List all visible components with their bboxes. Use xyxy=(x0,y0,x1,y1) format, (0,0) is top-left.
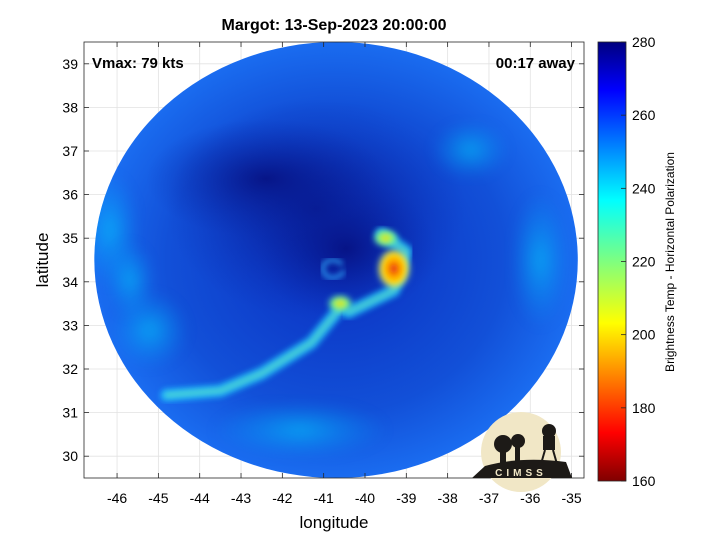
x-tick-label: -38 xyxy=(438,490,458,506)
rainband-core xyxy=(164,305,343,398)
colorbar-tick-label: 260 xyxy=(632,107,656,123)
chart-title: Margot: 13-Sep-2023 20:00:00 xyxy=(222,17,447,34)
x-tick-label: -39 xyxy=(396,490,416,506)
colorbar-ticks: 160 180 200 220 240 260 280 xyxy=(621,34,656,489)
x-tick-label: -46 xyxy=(107,490,127,506)
colorbar-tick-label: 220 xyxy=(632,254,656,270)
y-tick-label: 35 xyxy=(62,230,78,246)
x-tick-label: -42 xyxy=(272,490,292,506)
x-tick-label: -43 xyxy=(231,490,251,506)
y-axis-label: latitude xyxy=(33,233,52,288)
warm-core xyxy=(326,293,355,314)
x-axis-label: longitude xyxy=(299,513,368,532)
y-tick-label: 36 xyxy=(62,187,78,203)
y-tick-label: 31 xyxy=(62,405,78,421)
x-tick-label: -45 xyxy=(148,490,168,506)
cold-cloud-region xyxy=(146,118,387,239)
colorbar-tick-label: 280 xyxy=(632,34,656,50)
swath-layer xyxy=(94,42,578,478)
y-axis-ticks: 30 31 32 33 34 35 36 37 38 39 xyxy=(62,56,584,464)
warm-fringe-region xyxy=(510,190,570,330)
y-tick-label: 38 xyxy=(62,99,78,115)
warm-core xyxy=(371,228,400,249)
warm-core xyxy=(375,246,412,291)
x-axis-ticks: -46 -45 -44 -43 -42 -41 -40 -39 -38 -37 -36 -35 xyxy=(107,42,582,506)
colorbar-tick-label: 240 xyxy=(632,180,656,196)
y-tick-label: 30 xyxy=(62,448,78,464)
axes-frame xyxy=(83,41,585,479)
cimss-logo-text: CIMSS xyxy=(495,468,547,479)
eye-swirl xyxy=(320,258,346,280)
warm-fringe-region xyxy=(210,400,390,460)
x-tick-label: -37 xyxy=(479,490,499,506)
y-tick-label: 39 xyxy=(62,56,78,72)
colorbar-tick-label: 200 xyxy=(632,327,656,343)
y-tick-label: 33 xyxy=(62,317,78,333)
y-tick-label: 37 xyxy=(62,143,78,159)
colorbar-tick-label: 160 xyxy=(632,473,656,489)
x-tick-label: -40 xyxy=(355,490,375,506)
x-tick-label: -44 xyxy=(190,490,210,506)
vmax-annotation: Vmax: 79 kts xyxy=(92,55,184,72)
swath-features xyxy=(94,98,570,460)
colorbar-label: Brightness Temp - Horizontal Polarizatio… xyxy=(663,152,677,372)
colorbar-tick-label: 180 xyxy=(632,400,656,416)
warm-fringe-region xyxy=(105,240,155,320)
warm-fringe-region xyxy=(430,120,510,180)
y-tick-label: 34 xyxy=(62,274,78,290)
y-tick-label: 32 xyxy=(62,361,78,377)
x-tick-label: -36 xyxy=(520,490,540,506)
x-tick-label: -41 xyxy=(314,490,334,506)
colorbar: 160 180 200 220 240 260 280 Brightness Temp - … xyxy=(597,34,677,489)
x-tick-label: -35 xyxy=(561,490,581,506)
cimss-logo: CIMSS xyxy=(472,412,572,492)
time-offset-annotation: 00:17 away xyxy=(496,55,576,72)
